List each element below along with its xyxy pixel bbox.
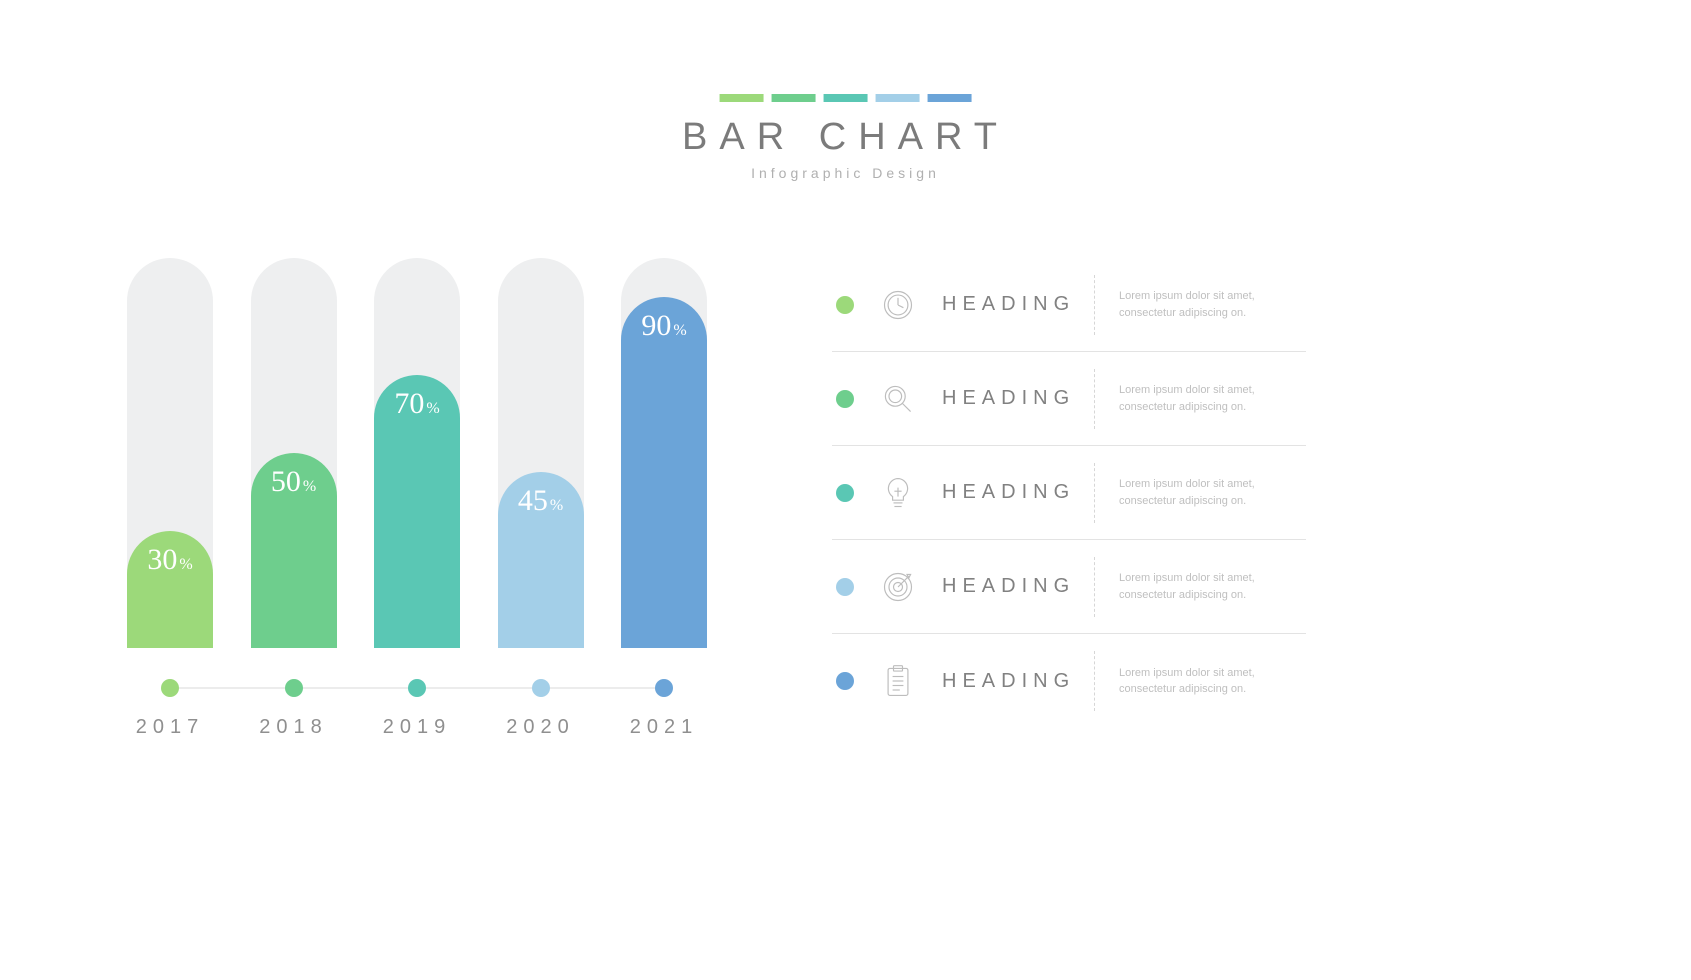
bar-slot: 50% <box>251 258 337 648</box>
bar-value-unit: % <box>548 497 563 514</box>
legend-dot <box>836 296 854 314</box>
legend-left: HEADING <box>832 663 1094 699</box>
bar-slot: 45% <box>498 258 584 648</box>
year-labels: 2017 2018 2019 2020 2021 <box>127 716 707 739</box>
legend-desc-line: consectetur adipiscing on. <box>1119 681 1306 698</box>
page-title: BAR CHART <box>682 116 1009 159</box>
legend-row: HEADING Lorem ipsum dolor sit amet,consec… <box>832 446 1306 540</box>
year-label: 2020 <box>498 716 584 739</box>
timeline-dot <box>161 679 179 697</box>
bar-value-number: 70 <box>394 387 424 420</box>
bar-value-unit: % <box>671 322 686 339</box>
bulb-icon <box>880 475 916 511</box>
legend-dot <box>836 672 854 690</box>
target-icon <box>880 569 916 605</box>
legend-left: HEADING <box>832 475 1094 511</box>
clock-icon <box>880 287 916 323</box>
magnifier-icon <box>880 381 916 417</box>
bars-container: 30%50%70%45%90% <box>127 258 707 648</box>
legend-desc-line: Lorem ipsum dolor sit amet, <box>1119 570 1306 587</box>
year-label: 2017 <box>127 716 213 739</box>
bar-value-unit: % <box>424 400 439 417</box>
legend-desc-line: Lorem ipsum dolor sit amet, <box>1119 665 1306 682</box>
header-stripe <box>823 94 867 102</box>
legend-row: HEADING Lorem ipsum dolor sit amet,consec… <box>832 634 1306 728</box>
bar-slot: 70% <box>374 258 460 648</box>
legend-desc-wrap: Lorem ipsum dolor sit amet,consectetur a… <box>1094 463 1306 523</box>
bar-value-unit: % <box>301 478 316 495</box>
bar-slot: 30% <box>127 258 213 648</box>
bar-slot: 90% <box>621 258 707 648</box>
legend-row: HEADING Lorem ipsum dolor sit amet,consec… <box>832 540 1306 634</box>
year-label: 2021 <box>621 716 707 739</box>
infographic-canvas: BAR CHART Infographic Design 30%50%70%45… <box>0 0 1691 980</box>
legend: HEADINGLorem ipsum dolor sit amet,consec… <box>832 258 1306 728</box>
legend-left: HEADING <box>832 287 1094 323</box>
legend-row: HEADING Lorem ipsum dolor sit amet,consec… <box>832 258 1306 352</box>
legend-desc-wrap: Lorem ipsum dolor sit amet,consectetur a… <box>1094 369 1306 429</box>
legend-dot <box>836 578 854 596</box>
bar-value-number: 90 <box>641 309 671 342</box>
header-stripe <box>771 94 815 102</box>
legend-desc-line: consectetur adipiscing on. <box>1119 305 1306 322</box>
legend-desc-wrap: Lorem ipsum dolor sit amet,consectetur a… <box>1094 651 1306 711</box>
header: BAR CHART Infographic Design <box>682 94 1009 181</box>
timeline <box>127 676 707 700</box>
bar-fill <box>621 297 707 648</box>
timeline-dot <box>408 679 426 697</box>
legend-desc-line: consectetur adipiscing on. <box>1119 399 1306 416</box>
legend-heading: HEADING <box>942 293 1075 316</box>
bar-value-label: 45% <box>498 484 584 518</box>
bar-value-label: 90% <box>621 309 707 343</box>
legend-dot <box>836 390 854 408</box>
legend-heading: HEADING <box>942 481 1075 504</box>
bar-value-label: 30% <box>127 543 213 577</box>
timeline-dot <box>532 679 550 697</box>
bar-value-number: 45 <box>518 484 548 517</box>
legend-left: HEADING <box>832 381 1094 417</box>
legend-desc-line: consectetur adipiscing on. <box>1119 587 1306 604</box>
legend-left: HEADING <box>832 569 1094 605</box>
legend-desc-line: Lorem ipsum dolor sit amet, <box>1119 382 1306 399</box>
timeline-dot <box>285 679 303 697</box>
header-stripes <box>682 94 1009 102</box>
year-label: 2018 <box>251 716 337 739</box>
legend-desc-line: consectetur adipiscing on. <box>1119 493 1306 510</box>
bar-value-number: 30 <box>147 543 177 576</box>
year-label: 2019 <box>374 716 460 739</box>
legend-desc-line: Lorem ipsum dolor sit amet, <box>1119 476 1306 493</box>
timeline-dots <box>127 676 707 700</box>
bar-value-label: 70% <box>374 387 460 421</box>
header-stripe <box>719 94 763 102</box>
legend-heading: HEADING <box>942 670 1075 693</box>
timeline-dot <box>655 679 673 697</box>
bar-chart: 30%50%70%45%90% 20172018201920202021 <box>127 258 707 739</box>
bar-value-unit: % <box>177 556 192 573</box>
clipboard-icon <box>880 663 916 699</box>
bar-value-number: 50 <box>271 465 301 498</box>
page-subtitle: Infographic Design <box>682 165 1009 181</box>
legend-desc-wrap: Lorem ipsum dolor sit amet,consectetur a… <box>1094 275 1306 335</box>
legend-heading: HEADING <box>942 387 1075 410</box>
legend-dot <box>836 484 854 502</box>
legend-heading: HEADING <box>942 575 1075 598</box>
legend-row: HEADING Lorem ipsum dolor sit amet,consec… <box>832 352 1306 446</box>
bar-value-label: 50% <box>251 465 337 499</box>
header-stripe <box>875 94 919 102</box>
legend-desc-wrap: Lorem ipsum dolor sit amet,consectetur a… <box>1094 557 1306 617</box>
legend-desc-line: Lorem ipsum dolor sit amet, <box>1119 288 1306 305</box>
header-stripe <box>927 94 971 102</box>
